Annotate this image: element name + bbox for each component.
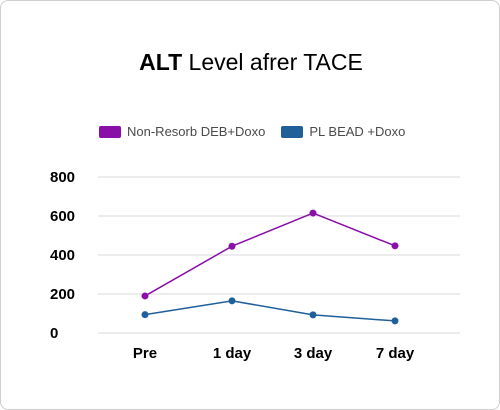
legend-label-series-1: Non-Resorb DEB+Doxo [127, 124, 266, 139]
legend-swatch-series-2 [281, 125, 304, 138]
data-point-s2-4 [391, 317, 399, 325]
data-point-s1-2 [228, 242, 236, 250]
legend-item-series-1: Non-Resorb DEB+Doxo [99, 124, 265, 139]
chart-title-bold: ALT [139, 49, 183, 75]
y-tick-label-1: 200 [50, 286, 75, 303]
data-point-s1-3 [309, 209, 317, 217]
data-point-s2-2 [228, 297, 236, 305]
data-point-s1-1 [141, 292, 149, 300]
legend-swatch-series-1 [99, 125, 121, 138]
data-point-s2-3 [309, 311, 317, 319]
x-tick-label-2: 3 day [294, 345, 333, 362]
data-point-s2-1 [141, 311, 149, 319]
series-line-1 [144, 212, 396, 297]
legend-label-series-2: PL BEAD +Doxo [309, 124, 406, 139]
series-line-2 [144, 300, 396, 322]
x-tick-label-0: Pre [133, 345, 157, 362]
data-point-s1-4 [391, 242, 399, 250]
y-tick-label-3: 600 [50, 208, 75, 225]
chart-title: ALT Level afrer TACE [1, 49, 500, 76]
y-tick-label-4: 800 [50, 169, 75, 186]
x-tick-label-1: 1 day [213, 345, 252, 362]
chart-title-rest: Level afrer TACE [182, 49, 363, 75]
legend-item-series-2: PL BEAD +Doxo [281, 124, 405, 139]
chart-legend: Non-Resorb DEB+Doxo PL BEAD +Doxo [99, 124, 421, 139]
x-tick-label-3: 7 day [376, 345, 415, 362]
y-tick-label-0: 0 [50, 325, 58, 342]
y-tick-label-2: 400 [50, 247, 75, 264]
